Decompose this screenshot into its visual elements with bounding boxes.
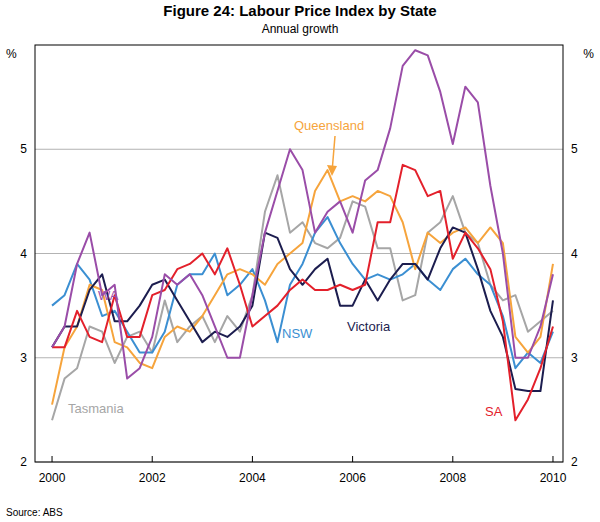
- x-tick: [452, 456, 453, 462]
- x-tick-label: 2002: [139, 471, 166, 485]
- y-tick-label: 4: [571, 247, 578, 261]
- x-tick-label: 2004: [239, 471, 266, 485]
- label-arrow-head: [327, 165, 337, 176]
- x-tick: [252, 456, 253, 462]
- y-unit: %: [583, 47, 594, 61]
- chart: Figure 24: Labour Price Index by State An…: [0, 0, 600, 522]
- x-tick-label: 2010: [540, 471, 567, 485]
- grid-line: [35, 149, 563, 150]
- series-label: Queensland: [294, 118, 364, 133]
- x-tick-label: 2008: [439, 471, 466, 485]
- y-tick-label: 3: [571, 351, 578, 365]
- series-line: [52, 227, 553, 391]
- series-line: [52, 170, 553, 405]
- x-tick-label: 2000: [39, 471, 66, 485]
- series-label: SA: [485, 404, 503, 419]
- y-tick-label: 4: [20, 247, 27, 261]
- title: Figure 24: Labour Price Index by State: [163, 2, 436, 19]
- x-tick: [152, 456, 153, 462]
- y-tick-label: 2: [20, 455, 27, 469]
- x-tick: [352, 456, 353, 462]
- x-tick-label: 2006: [339, 471, 366, 485]
- plot-lines: [52, 50, 553, 420]
- subtitle: Annual growth: [262, 22, 339, 36]
- y-tick-label: 2: [571, 455, 578, 469]
- series-line: [52, 165, 553, 420]
- grid-line: [35, 357, 563, 358]
- x-tick: [552, 456, 553, 462]
- y-tick-label: 5: [571, 142, 578, 156]
- series-label: WA: [98, 288, 119, 303]
- y-unit: %: [6, 47, 17, 61]
- plot-frame: [35, 45, 563, 462]
- y-tick-label: 3: [20, 351, 27, 365]
- y-tick-label: 5: [20, 142, 27, 156]
- source: Source: ABS: [6, 507, 63, 518]
- series-label: Tasmania: [68, 401, 124, 416]
- series-label: NSW: [282, 326, 313, 341]
- series-label: Victoria: [347, 319, 391, 334]
- x-tick: [52, 456, 53, 462]
- grid-line: [35, 253, 563, 254]
- series-line: [52, 175, 553, 420]
- series-line: [52, 50, 553, 378]
